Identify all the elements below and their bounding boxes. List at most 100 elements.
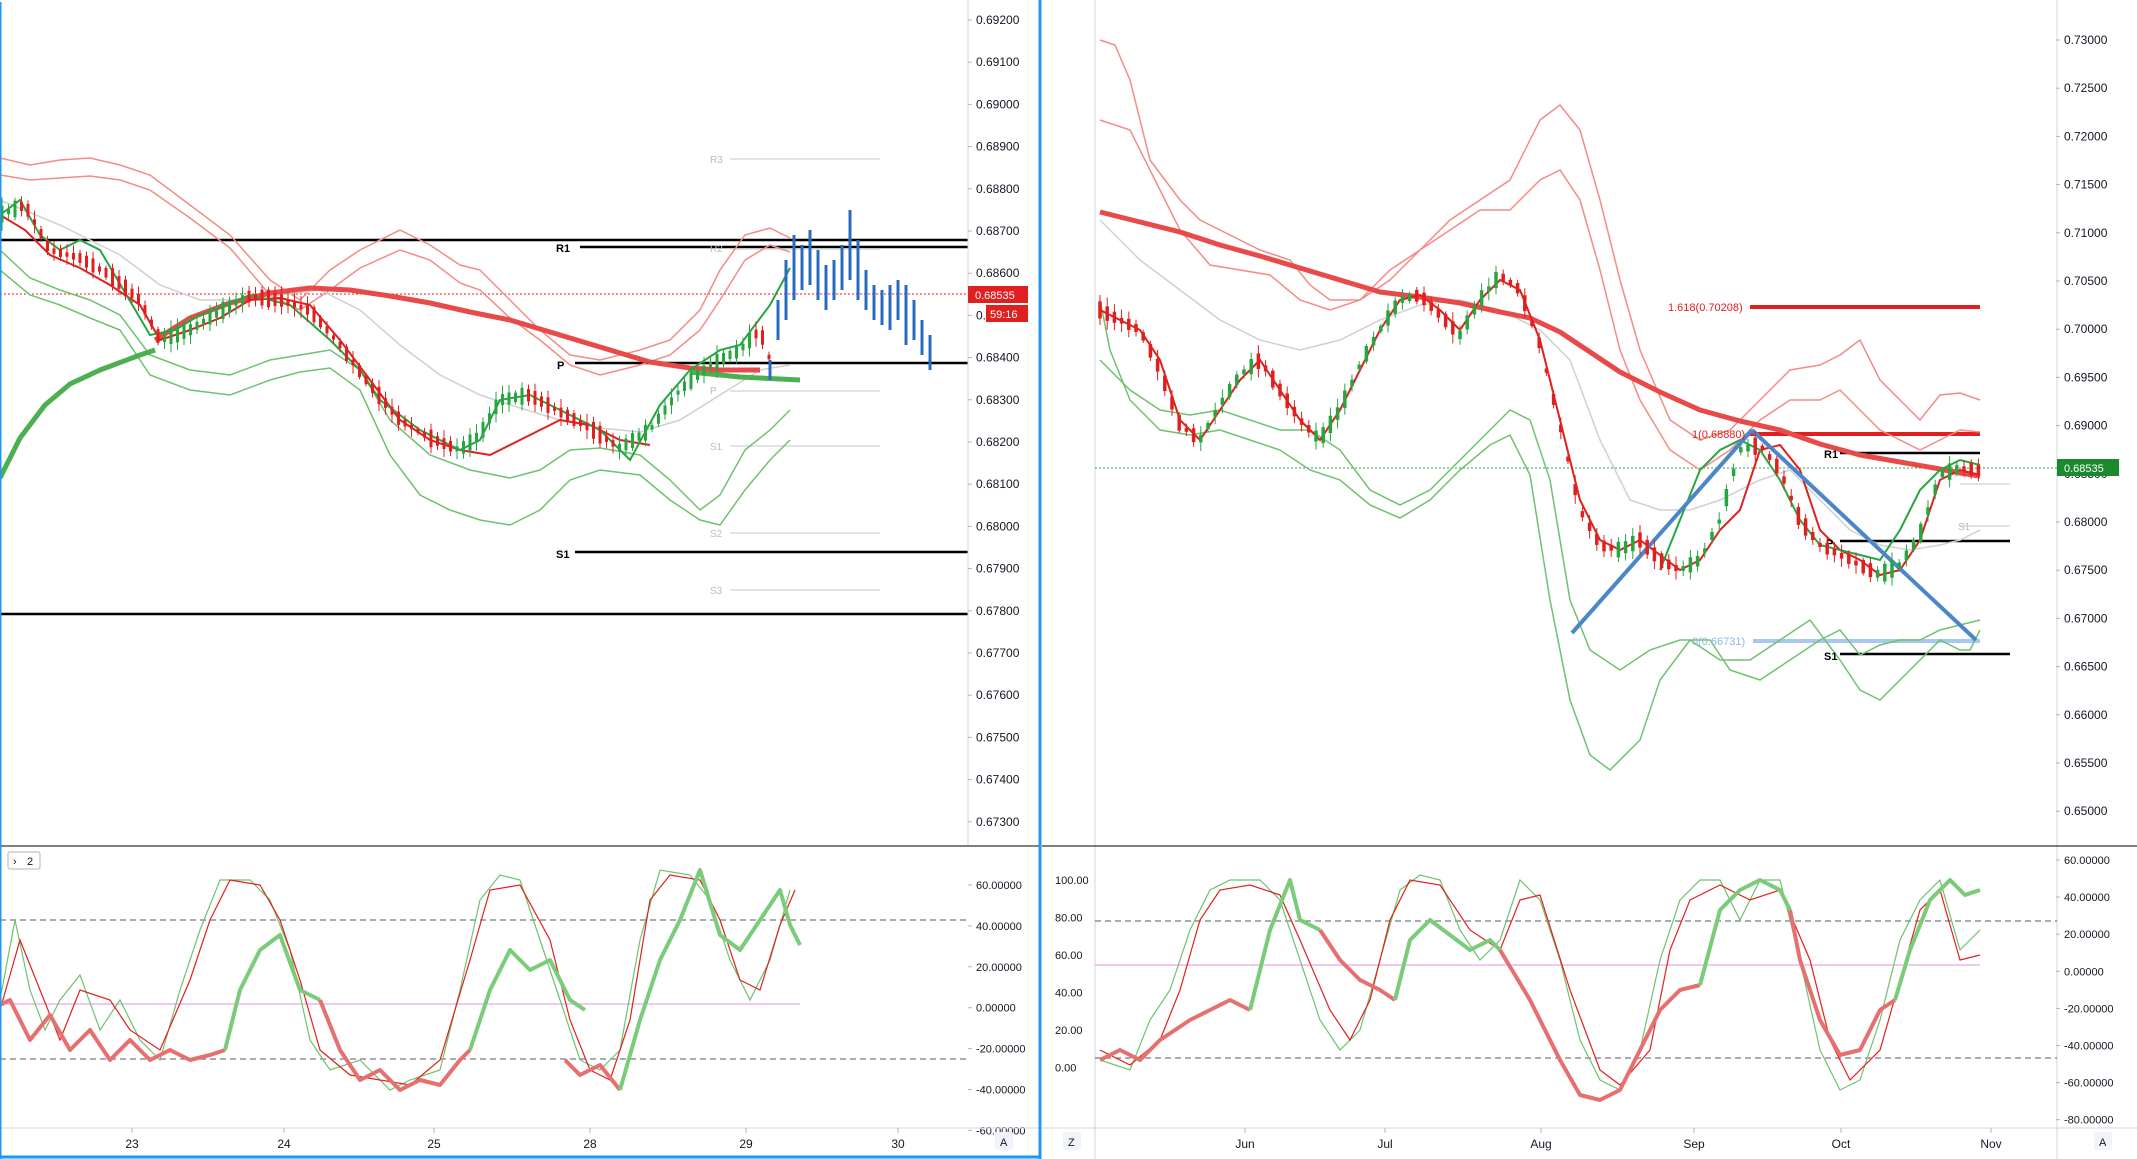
candle-body — [1256, 353, 1261, 369]
candle-body — [1422, 292, 1426, 306]
axis-tick-label: 0.69500 — [2064, 370, 2108, 384]
left-p-gray-label: P — [710, 386, 717, 397]
zoom-button[interactable]: Z — [1063, 1132, 1081, 1150]
candle-body — [1177, 414, 1181, 431]
candle-body — [559, 407, 563, 418]
candle-body — [0, 205, 4, 223]
right-axis-mode-label: A — [2099, 1137, 2107, 1149]
candle-body — [1371, 336, 1376, 346]
right-axis-mode-bg[interactable] — [2094, 1132, 2112, 1150]
candle-body — [1292, 406, 1297, 417]
left-candle-trend-red — [0, 214, 651, 457]
candle-body — [260, 289, 264, 306]
left-price-tag-bg — [968, 286, 1028, 303]
axis-tick-label: 0.72000 — [2064, 129, 2108, 143]
candle-body — [572, 413, 576, 426]
axis-tick-label: -20.00000 — [2064, 1003, 2114, 1015]
candle-body — [1559, 424, 1563, 433]
candle-body — [1631, 535, 1635, 552]
candle-body — [254, 294, 257, 300]
candle-body — [1105, 306, 1109, 321]
left-osc-toggle[interactable]: › 2 — [7, 851, 41, 870]
axis-tick-label: 0.70000 — [2064, 322, 2108, 336]
candle-body — [1451, 321, 1455, 335]
axis-tick-label: 20.00000 — [976, 962, 1022, 974]
triangle-falling-leg — [1750, 428, 1978, 642]
time-tick-label: 28 — [583, 1137, 597, 1151]
fib-1618-label: 1.618(0.70208) — [1668, 302, 1743, 314]
candle-body — [657, 413, 660, 424]
left-s2-label: S2 — [710, 529, 723, 540]
candle-body — [280, 294, 283, 307]
candle-body — [494, 399, 498, 415]
candle-body — [1163, 375, 1167, 392]
candle-body — [390, 406, 394, 415]
candle-body — [163, 334, 166, 343]
candle-body — [20, 201, 23, 211]
candle-body — [1199, 434, 1203, 443]
left-osc-toggle-box[interactable] — [7, 851, 41, 870]
candle-body — [228, 301, 231, 313]
candle-body — [748, 332, 751, 349]
candle-body — [273, 292, 277, 306]
right-axis-mode-button[interactable]: A — [2094, 1132, 2112, 1150]
candle-body — [358, 364, 361, 378]
candle-body — [397, 411, 400, 425]
candle-body — [332, 335, 335, 340]
left-axis-mode-button[interactable]: A — [995, 1132, 1013, 1150]
candle-body — [410, 424, 413, 430]
candle-body — [1227, 384, 1232, 398]
candle-body — [156, 329, 160, 343]
candle-body — [1220, 397, 1225, 406]
right-osc-slow-red — [1099, 879, 1981, 1086]
left-axis-mode-bg[interactable] — [995, 1132, 1013, 1150]
candle-body — [1494, 271, 1498, 289]
candle-body — [182, 325, 186, 339]
axis-tick-label: 0.68300 — [976, 393, 1020, 407]
candle-body — [676, 390, 680, 395]
osc-left-tick-label: 60.00 — [1055, 950, 1083, 962]
left-gray-pivots — [730, 158, 880, 591]
candle-body — [1386, 310, 1390, 326]
left-chart-pane[interactable]: 0.69200 0.69100 0.69000 0.68900 0.68800 0.687… — [0, 0, 1040, 1159]
osc-left-tick-label: 20.00 — [1055, 1025, 1083, 1037]
right-chart-pane[interactable]: 1.618(0.70208) 1(0.68880) 0(0.66731) R1 … — [1042, 0, 2137, 1159]
axis-tick-label: 0.68600 — [976, 266, 1020, 280]
left-osc-thick-green-3 — [618, 868, 802, 1091]
candle-body — [267, 289, 270, 308]
candle-body — [1775, 458, 1779, 474]
axis-tick-label: 0.67400 — [976, 773, 1020, 787]
right-time-axis: Jun Jul Aug Sep Oct Nov — [1235, 1128, 2002, 1151]
fib-1-label: 1(0.68880) — [1692, 429, 1745, 441]
candle-body — [299, 304, 303, 310]
candle-body — [696, 370, 699, 380]
osc-left-tick-label: 0.00 — [1055, 1063, 1076, 1075]
left-axis-mode-label: A — [1000, 1137, 1008, 1149]
candle-body — [1242, 369, 1246, 375]
candle-body — [1796, 507, 1801, 525]
candle-body — [286, 299, 290, 306]
candle-body — [1551, 393, 1556, 405]
axis-tick-label: 0.66000 — [2064, 708, 2108, 722]
right-price-tag-bg — [2057, 459, 2119, 476]
zoom-button-bg[interactable] — [1063, 1132, 1081, 1150]
candle-body — [1703, 548, 1707, 553]
axis-tick-label: 40.00000 — [976, 921, 1022, 933]
candle-body — [754, 329, 758, 339]
candle-body — [1854, 560, 1858, 566]
candle-body — [624, 438, 628, 451]
left-lower-band-outer — [0, 269, 791, 526]
time-tick-label: 25 — [427, 1137, 441, 1151]
candle-body — [1472, 305, 1477, 315]
candle-body — [1530, 319, 1534, 327]
left-lower-band-inner — [0, 249, 791, 511]
candle-body — [13, 200, 17, 218]
candle-body — [1458, 330, 1462, 340]
time-tick-label: Sep — [1683, 1137, 1705, 1151]
left-r2-label: R2 — [710, 244, 723, 255]
candle-body — [1753, 437, 1757, 455]
candle-body — [403, 419, 407, 427]
left-time-axis: 23 24 25 28 29 30 — [125, 1128, 905, 1151]
axis-tick-label: -80.00000 — [2064, 1115, 2114, 1127]
candle-body — [169, 328, 173, 344]
